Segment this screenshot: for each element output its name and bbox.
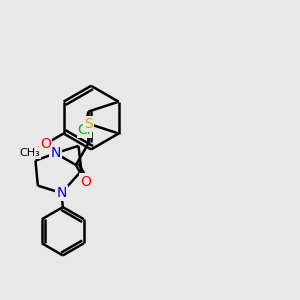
Text: CH₃: CH₃ [20,148,40,158]
Text: S: S [84,117,93,131]
Text: Cl: Cl [78,123,91,137]
Text: N: N [50,146,61,160]
Text: N: N [56,186,67,200]
Text: O: O [80,175,91,189]
Text: O: O [40,137,51,151]
